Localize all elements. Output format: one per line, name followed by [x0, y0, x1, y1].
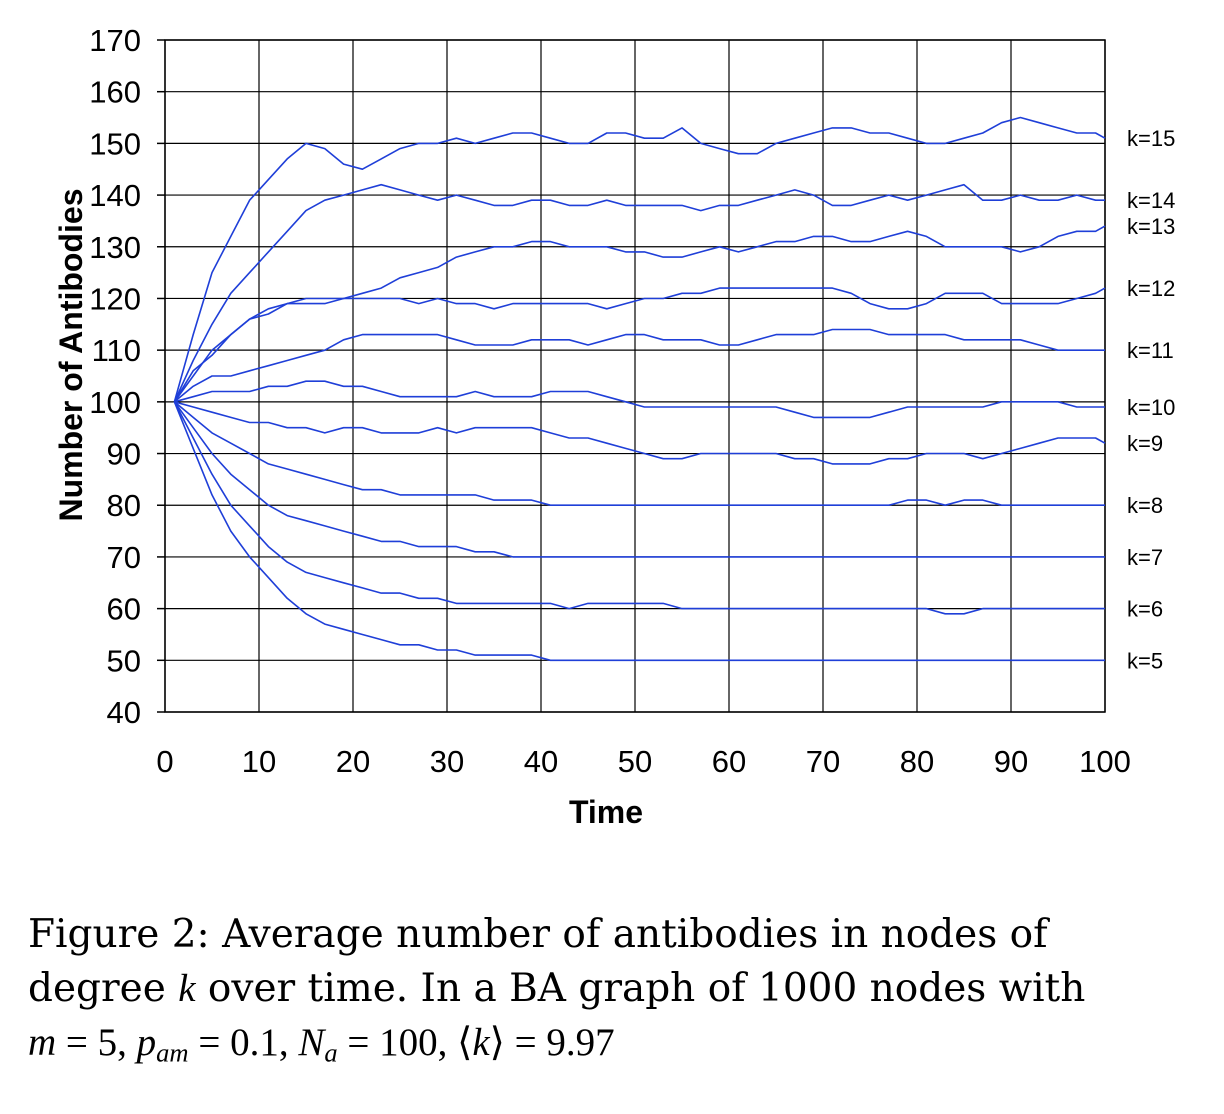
- x-tick-label-50: 50: [618, 744, 652, 779]
- series-line-k=10: [174, 380, 1105, 419]
- series-line-k=9: [174, 401, 1106, 465]
- series-line-k=13: [173, 225, 1106, 403]
- figure-caption: Figure 2: Average number of antibodies i…: [28, 908, 1218, 1080]
- y-tick-label-90: 90: [107, 437, 141, 472]
- x-axis-title: Time: [569, 794, 643, 830]
- series-label-k=7: k=7: [1127, 545, 1163, 570]
- x-tick-labels: 0 10 20 30 40 50 60 70 80 90 100: [156, 744, 1130, 779]
- grid-lines: [164, 39, 1106, 713]
- series-lines: [173, 116, 1106, 662]
- y-tick-label-60: 60: [107, 592, 141, 627]
- series-line-k=11: [173, 328, 1105, 403]
- y-tick-label-150: 150: [89, 126, 141, 161]
- x-tick-label-100: 100: [1079, 744, 1131, 779]
- series-label-k=13: k=13: [1127, 214, 1175, 239]
- series-line-k=7: [173, 401, 1105, 558]
- series-label-k=6: k=6: [1127, 597, 1163, 622]
- series-label-k=15: k=15: [1127, 126, 1175, 151]
- x-tick-label-80: 80: [900, 744, 934, 779]
- x-tick-label-70: 70: [806, 744, 840, 779]
- axes: [157, 39, 1106, 713]
- y-tick-label-40: 40: [107, 695, 141, 730]
- y-tick-label-100: 100: [89, 385, 141, 420]
- y-tick-label-170: 170: [89, 23, 141, 58]
- plot-frame: [164, 39, 1106, 713]
- series-label-k=5: k=5: [1127, 648, 1163, 673]
- series-label-k=12: k=12: [1127, 276, 1175, 301]
- y-axis-title: Number of Antibodies: [53, 188, 89, 521]
- series-label-k=14: k=14: [1127, 188, 1175, 213]
- y-tick-label-120: 120: [89, 281, 141, 316]
- x-tick-label-10: 10: [242, 744, 276, 779]
- series-line-k=5: [173, 401, 1105, 662]
- y-tick-label-50: 50: [107, 643, 141, 678]
- series-line-k=14: [173, 183, 1105, 403]
- series-line-k=6: [173, 401, 1105, 615]
- line-chart: 40 50 60 70 80 90 100 110 120 130 140 150 160 170 0 10…: [53, 23, 1175, 830]
- y-tick-label-140: 140: [89, 178, 141, 213]
- series-line-k=12: [173, 287, 1106, 403]
- x-tick-label-90: 90: [994, 744, 1028, 779]
- x-tick-label-30: 30: [430, 744, 464, 779]
- y-tick-labels: 40 50 60 70 80 90 100 110 120 130 140 150 160 170: [89, 23, 141, 730]
- caption-line-2: degree k over time. In a BA graph of 100…: [28, 966, 1086, 1011]
- x-tick-label-60: 60: [712, 744, 746, 779]
- series-label-k=8: k=8: [1127, 493, 1163, 518]
- series-line-k=15: [173, 116, 1106, 403]
- caption-line-1: Figure 2: Average number of antibodies i…: [28, 912, 1048, 957]
- x-tick-label-40: 40: [524, 744, 558, 779]
- series-label-k=11: k=11: [1127, 338, 1174, 363]
- x-tick-label-20: 20: [336, 744, 370, 779]
- y-tick-label-80: 80: [107, 488, 141, 523]
- y-tick-label-130: 130: [89, 230, 141, 265]
- series-labels: k=15 k=14k=13 k=12 k=11 k=10 k=9 k=8 k=7 k=6 k=5: [1127, 126, 1175, 673]
- y-tick-label-160: 160: [89, 75, 141, 110]
- caption-line-3: m = 5, pam = 0.1, Na = 100, ⟨k⟩ = 9.97: [28, 1021, 615, 1068]
- x-tick-label-0: 0: [156, 744, 173, 779]
- series-label-k=9: k=9: [1127, 431, 1163, 456]
- series-label-k=10: k=10: [1127, 395, 1175, 420]
- y-tick-label-70: 70: [107, 540, 141, 575]
- series-line-k=8: [173, 401, 1105, 507]
- y-tick-label-110: 110: [92, 333, 141, 368]
